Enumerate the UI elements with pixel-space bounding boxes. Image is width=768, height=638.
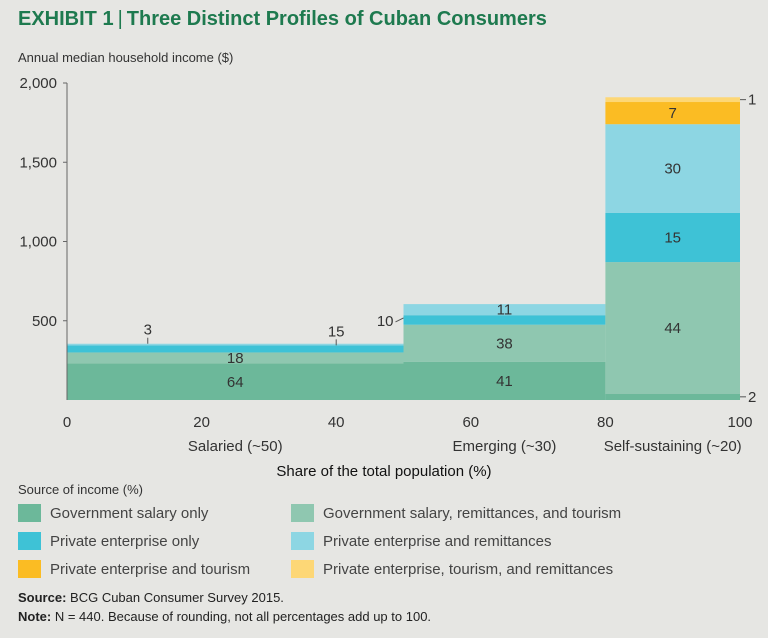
legend-label: Private enterprise and remittances (323, 532, 552, 550)
bar-segment-gov_rem (403, 324, 606, 362)
legend-item-private-tourism-remittances: Private enterprise, tourism, and remitta… (291, 559, 613, 579)
x-tick-label: 80 (597, 414, 614, 431)
legend-swatch (18, 560, 41, 578)
marimekko-chart: 500 1,000 1,500 2,000 0 20 40 60 80 100 Salaried (… (19, 75, 756, 480)
x-axis-title: Share of the total population (%) (276, 463, 491, 480)
data-label: 44 (664, 320, 681, 337)
exhibit-number: EXHIBIT 1 (18, 8, 114, 30)
legend: Government salary only Government salary… (18, 503, 621, 579)
legend-title: Source of income (%) (18, 482, 143, 497)
bar-segment-gov (403, 361, 606, 400)
legend-swatch (18, 504, 41, 522)
data-label-leader (395, 317, 404, 323)
data-label: 1 (748, 92, 756, 109)
note-label: Note: (18, 609, 52, 624)
source-line: Source: BCG Cuban Consumer Survey 2015. (18, 588, 431, 607)
bar-segment-priv_tour_rem (605, 97, 740, 103)
x-tick-label: 60 (462, 414, 479, 431)
legend-item-gov-salary: Government salary only (18, 503, 291, 523)
legend-item-private-remittances: Private enterprise and remittances (291, 531, 591, 551)
bar-segment-priv (67, 345, 404, 353)
data-label: 41 (496, 373, 513, 390)
bar-segment-priv_rem (605, 124, 740, 213)
y-tick-label: 1,000 (19, 234, 57, 251)
note-text: N = 440. Because of rounding, not all pe… (54, 609, 432, 624)
group-label: Emerging (~30) (453, 438, 557, 455)
exhibit-heading: Three Distinct Profiles of Cuban Consume… (126, 8, 547, 30)
bar-segment-gov (605, 393, 740, 400)
y-axis-title: Annual median household income ($) (18, 50, 234, 65)
exhibit-title: EXHIBIT 1 | Three Distinct Profiles of Cub… (18, 8, 547, 31)
legend-swatch (291, 504, 314, 522)
x-tick-label: 20 (193, 414, 210, 431)
legend-item-private-tourism: Private enterprise and tourism (18, 559, 291, 579)
legend-swatch (291, 532, 314, 550)
x-tick-label: 100 (727, 414, 752, 431)
bar-segment-priv (403, 315, 606, 325)
group-label: Self-sustaining (~20) (604, 438, 742, 455)
y-tick-label: 1,500 (19, 154, 57, 171)
legend-swatch (291, 560, 314, 578)
data-label: 2 (748, 389, 756, 406)
title-separator: | (117, 8, 123, 30)
data-label: 64 (227, 374, 244, 391)
data-label: 7 (669, 105, 677, 122)
x-tick-label: 0 (63, 414, 71, 431)
data-label: 15 (664, 230, 681, 247)
data-label: 18 (227, 350, 244, 367)
data-label: 15 (328, 323, 345, 340)
x-tick-label: 40 (328, 414, 345, 431)
bar-segment-priv_rem (67, 343, 404, 346)
bar-segment-priv (605, 212, 740, 263)
group-label: Salaried (~50) (188, 438, 283, 455)
legend-label: Government salary only (50, 504, 209, 522)
data-label: 11 (497, 302, 513, 319)
bar-segment-priv_rem (403, 304, 606, 316)
y-tick-label: 2,000 (19, 75, 57, 92)
bar-segment-gov_rem (67, 352, 404, 364)
legend-label: Government salary, remittances, and tour… (323, 504, 622, 522)
data-label: 38 (496, 335, 513, 352)
source-note: Source: BCG Cuban Consumer Survey 2015. … (18, 588, 431, 626)
legend-label: Private enterprise and tourism (50, 560, 251, 578)
legend-item-private-only: Private enterprise only (18, 531, 291, 551)
legend-item-gov-remittances-tourism: Government salary, remittances, and tour… (291, 503, 621, 523)
y-tick-label: 500 (32, 313, 57, 330)
legend-label: Private enterprise, tourism, and remitta… (323, 560, 614, 578)
bar-segment-gov (67, 363, 404, 400)
note-line: Note: N = 440. Because of rounding, not … (18, 607, 431, 626)
legend-label: Private enterprise only (50, 532, 200, 550)
data-label: 10 (377, 313, 394, 330)
legend-swatch (18, 532, 41, 550)
source-label: Source: (18, 590, 67, 605)
bar-segment-priv_tour (605, 102, 740, 125)
source-text: BCG Cuban Consumer Survey 2015. (70, 590, 284, 605)
data-label: 3 (144, 322, 152, 339)
bar-segment-gov_rem (605, 262, 740, 394)
data-label: 30 (664, 161, 681, 178)
